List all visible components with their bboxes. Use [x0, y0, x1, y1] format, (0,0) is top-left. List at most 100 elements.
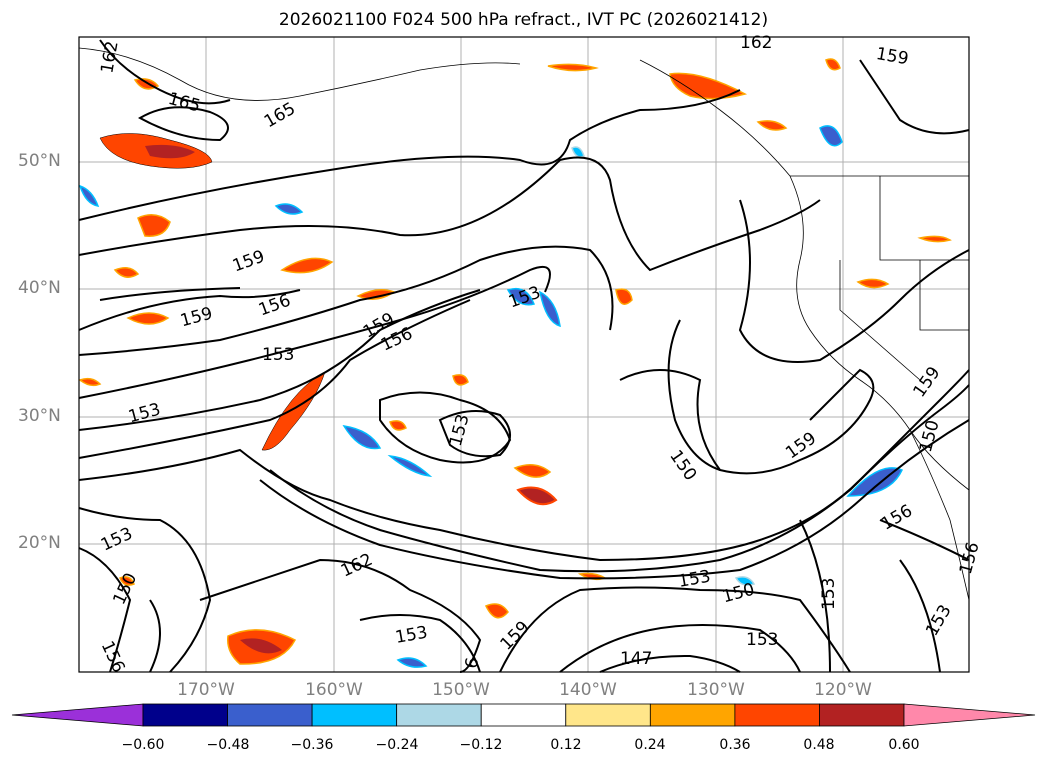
contour: [259, 419, 970, 580]
lon-label-150w: 150°W: [432, 680, 490, 700]
map-title: 2026021100 F024 500 hPa refract., IVT PC…: [278, 10, 769, 30]
colorbar-swatch: [311, 703, 398, 727]
anomaly-strong: [145, 144, 195, 159]
lon-label-170w: 170°W: [177, 680, 235, 700]
contour-label: 162: [740, 33, 772, 53]
contour: [438, 410, 511, 458]
colorbar-extend-low: [11, 703, 144, 727]
anomaly-negative: [274, 203, 304, 215]
colorbar-swatch: [734, 703, 820, 727]
anomaly-positive: [513, 464, 552, 478]
anomaly-strong: [516, 486, 558, 506]
anomaly-strong: [240, 638, 282, 654]
colorbar-swatch: [480, 703, 567, 727]
lon-label-160w: 160°W: [305, 680, 363, 700]
contour: [799, 519, 831, 673]
contour-label: 153: [262, 345, 294, 365]
colorbar-swatch: [227, 703, 313, 727]
contour: [78, 299, 471, 459]
anomaly-positive: [389, 420, 407, 431]
contour: [859, 59, 970, 135]
contour: [99, 39, 231, 105]
colorbar-swatch: [649, 703, 736, 727]
contour-lines: [78, 39, 970, 673]
contour: [559, 624, 801, 673]
contour-label: 6: [462, 656, 484, 670]
contour: [99, 287, 241, 301]
anomaly-positive: [119, 576, 135, 586]
colorbar-swatch: [565, 703, 651, 727]
state-border: [919, 260, 969, 331]
anomaly-positive: [137, 214, 171, 237]
contour: [738, 199, 970, 363]
anomaly-positive: [756, 120, 788, 131]
anomaly-negative: [819, 125, 843, 147]
contour: [78, 547, 132, 673]
map-panel: 162 165 165 159 159 159 156 156 156 153 …: [78, 33, 984, 676]
shaded-anomalies: [78, 58, 952, 668]
anomaly-negative: [387, 455, 433, 478]
canada-coast: [639, 59, 804, 261]
anomaly-positive: [126, 312, 170, 325]
lon-label-120w: 120°W: [814, 680, 872, 700]
state-border: [839, 260, 921, 381]
contour: [78, 156, 821, 272]
colorbar: [11, 703, 1036, 727]
contour: [359, 614, 481, 673]
contour: [78, 265, 551, 399]
contour: [78, 289, 481, 431]
anomaly-positive: [261, 371, 326, 451]
colorbar-tick: −0.12: [459, 737, 503, 753]
contour: [899, 559, 941, 673]
colorbar-swatch: [819, 703, 905, 727]
contour: [78, 507, 212, 673]
anomaly-negative: [734, 576, 756, 586]
anomaly-positive: [452, 374, 469, 386]
anomaly-negative: [396, 657, 428, 668]
colorbar-swatch: [396, 703, 482, 727]
lat-label-20n: 20°N: [18, 533, 61, 553]
contour: [78, 369, 970, 562]
us-west-coast: [796, 259, 970, 491]
coastlines: [78, 47, 970, 601]
anomaly-positive: [78, 377, 102, 387]
lat-label-40n: 40°N: [18, 278, 61, 298]
contour: [78, 289, 301, 331]
lon-label-130w: 130°W: [687, 680, 745, 700]
alaska-coast: [78, 47, 521, 101]
state-border: [879, 176, 969, 261]
colorbar-tick: −0.36: [290, 737, 334, 753]
contour-label: 153: [819, 578, 839, 610]
contour: [149, 599, 161, 673]
colorbar-tick: −0.24: [375, 737, 419, 753]
lat-label-30n: 30°N: [18, 406, 61, 426]
colorbar-tick: −0.60: [121, 737, 165, 753]
colorbar-tick: 0.48: [803, 737, 835, 753]
colorbar-tick: 0.24: [634, 737, 666, 753]
anomaly-negative: [78, 184, 100, 207]
anomaly-positive: [825, 58, 841, 71]
contour: [269, 384, 970, 573]
map-frame: [78, 36, 970, 673]
contour: [78, 245, 614, 356]
anomaly-negative: [571, 146, 585, 158]
baja-coast: [909, 429, 970, 601]
anomaly-positive: [615, 288, 633, 305]
colorbar-tick: 0.36: [719, 737, 751, 753]
contour: [667, 319, 721, 471]
contour-label: 147: [620, 649, 652, 669]
anomaly-negative: [538, 290, 561, 328]
anomaly-negative: [506, 287, 536, 306]
colorbar-tick: 0.60: [888, 737, 920, 753]
anomaly-positive: [484, 603, 509, 619]
anomaly-positive: [280, 257, 334, 274]
colorbar-tick: 0.12: [550, 737, 582, 753]
contour: [137, 106, 229, 142]
lon-label-140w: 140°W: [559, 680, 617, 700]
lat-label-50n: 50°N: [18, 151, 61, 171]
contour-label: 153: [746, 630, 778, 650]
colorbar-extend-high: [903, 703, 1036, 727]
colorbar-swatch: [142, 703, 228, 727]
contour: [619, 368, 875, 475]
contour: [199, 558, 482, 673]
